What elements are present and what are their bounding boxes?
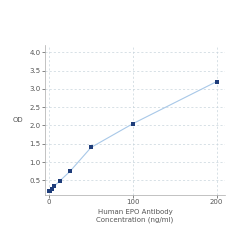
Point — [89, 146, 93, 150]
X-axis label: Human EPO Antibody
Concentration (ng/ml): Human EPO Antibody Concentration (ng/ml) — [96, 209, 174, 223]
Point — [215, 80, 219, 84]
Y-axis label: OD: OD — [13, 117, 23, 123]
Point — [58, 179, 62, 183]
Point — [50, 187, 54, 191]
Point — [68, 169, 72, 173]
Point — [48, 188, 52, 192]
Point — [52, 184, 56, 188]
Point — [131, 122, 135, 126]
Point — [47, 189, 51, 193]
